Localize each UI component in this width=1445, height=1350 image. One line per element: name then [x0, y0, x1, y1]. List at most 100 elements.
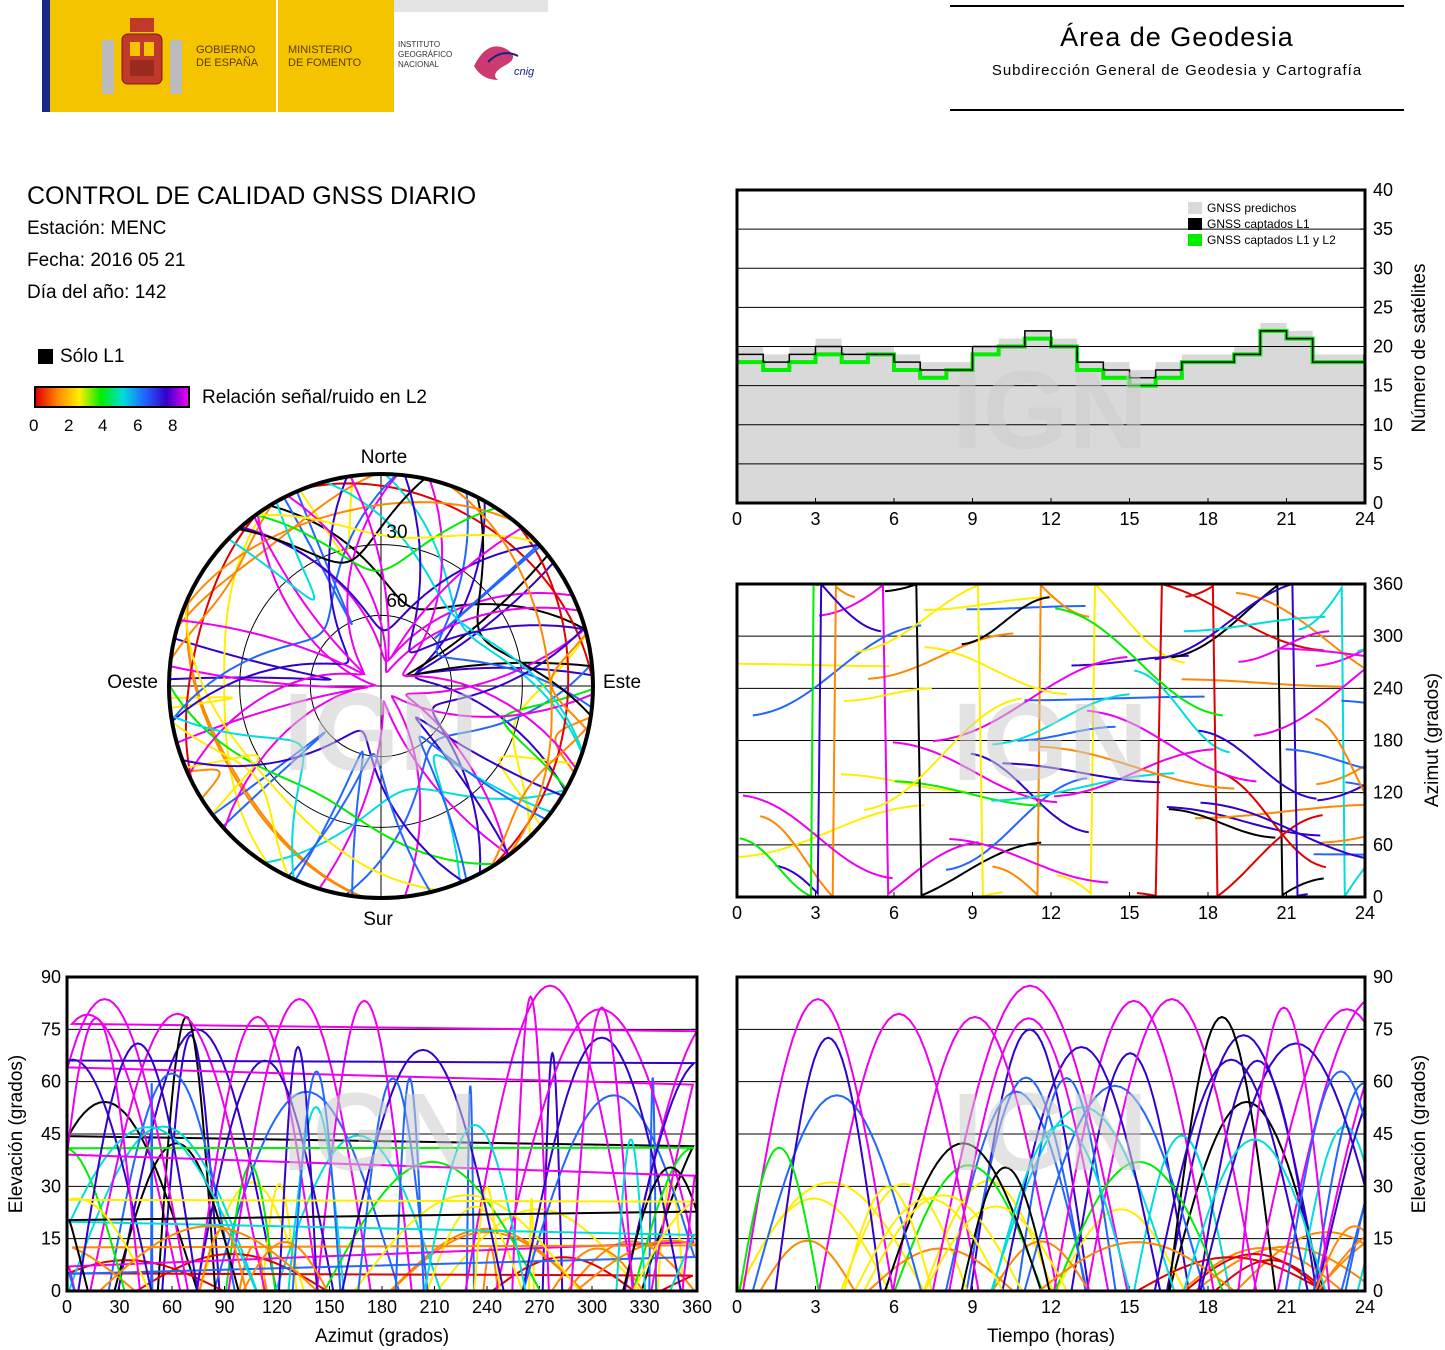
et-track [1252, 1008, 1365, 1291]
report-title: CONTROL DE CALIDAD GNSS DIARIO [27, 182, 477, 210]
sky-track [170, 714, 305, 880]
ea-track [473, 1185, 501, 1291]
station-label: Estación: MENC [27, 218, 167, 239]
plot-border [65, 975, 699, 1293]
x-tick-label: 18 [1198, 903, 1218, 923]
azimuth-time-chart: 0 60 120 180 240 300 360 0 3 6 9 12 15 18 21 24 IGN Azimu… [732, 574, 1443, 923]
et-track [884, 1142, 1043, 1291]
ea-track [198, 1181, 305, 1291]
et-track [1235, 1231, 1365, 1291]
sky-track [182, 729, 464, 883]
ea-track [353, 1194, 581, 1291]
az-track [1154, 584, 1308, 897]
x-tick-label: 21 [1276, 903, 1296, 923]
az-track [1315, 648, 1365, 667]
x-tick-label: 6 [889, 509, 899, 529]
ea-track [68, 1126, 696, 1291]
x-tick-label: 3 [810, 1297, 820, 1317]
et-track [863, 1194, 1023, 1291]
az-track [949, 838, 1109, 884]
sky-track [414, 716, 563, 856]
az-track [1086, 709, 1257, 783]
institution-logos: GOBIERNO DE ESPAÑA MINISTERIO DE FOMENTO I… [42, 0, 548, 112]
ea-track [291, 1070, 342, 1291]
az-track [1056, 584, 1185, 896]
ea-track [315, 999, 413, 1291]
snr-tick-4: 4 [98, 416, 108, 435]
az-track [1038, 745, 1235, 790]
et-track [1054, 1160, 1224, 1291]
et-track [853, 1197, 1004, 1291]
et-track [759, 1239, 856, 1291]
x-tick-label: 180 [367, 1297, 397, 1317]
et-track [843, 1185, 933, 1291]
x-tick-label: 15 [1119, 903, 1139, 923]
az-track [1314, 717, 1365, 796]
snr-tick-0: 0 [29, 416, 39, 435]
y-tick-label: 60 [1373, 1072, 1393, 1092]
y-tick-label: 45 [41, 1124, 61, 1144]
az-track [932, 656, 1128, 743]
az-track [759, 584, 856, 897]
sky-track [179, 515, 366, 676]
ea-track [482, 1246, 499, 1291]
az-track [1017, 725, 1116, 742]
y-tick-label: 75 [1373, 1019, 1393, 1039]
ea-track [528, 1198, 535, 1291]
y-tick-label: 10 [1373, 415, 1393, 435]
az-track [752, 624, 922, 717]
az-track [1183, 615, 1326, 633]
y-tick-label: 90 [1373, 967, 1393, 987]
az-track [1194, 803, 1365, 820]
x-tick-label: 6 [889, 903, 899, 923]
legend-label: GNSS captados L1 [1207, 217, 1310, 231]
skyplot-chart: IGN 30 60 Norte Sur Oeste Este [107, 447, 641, 930]
et-track [737, 1197, 890, 1291]
ea-track [394, 1076, 425, 1291]
et-track [1133, 1134, 1231, 1291]
y-tick-label: 40 [1373, 180, 1393, 200]
sky-track [349, 475, 523, 661]
sky-track [240, 526, 540, 632]
ea-ylabel: Elevación (grados) [6, 1055, 27, 1213]
cnig-text: cnig [514, 66, 535, 78]
ea-track [67, 1259, 694, 1291]
ministerio-logo-block: MINISTERIO DE FOMENTO [278, 0, 394, 112]
y-tick-label: 120 [1373, 783, 1403, 803]
et-track [840, 1182, 969, 1291]
sky-track [435, 491, 593, 709]
y-tick-label: 360 [1373, 574, 1403, 594]
ign-watermark: IGN [952, 349, 1148, 472]
snr-tick-2: 2 [64, 416, 74, 435]
sky-track [238, 477, 426, 564]
az-track [1002, 762, 1161, 784]
sky-track [324, 480, 584, 753]
y-tick-label: 60 [41, 1072, 61, 1092]
sky-track [318, 699, 510, 890]
south-label: Sur [363, 909, 393, 930]
ign-watermark: IGN [283, 671, 479, 794]
et-track [1317, 1235, 1365, 1291]
ea-track [511, 995, 550, 1291]
l1-only-label: Sólo L1 [60, 346, 125, 367]
x-tick-label: 15 [1119, 509, 1139, 529]
sky-track [176, 474, 377, 629]
x-tick-label: 300 [577, 1297, 607, 1317]
et-track [944, 1090, 1088, 1291]
y-tick-label: 60 [1373, 835, 1393, 855]
az-track [923, 596, 1053, 612]
ea-track [521, 1036, 682, 1291]
az-track [924, 646, 1068, 696]
x-tick-label: 6 [889, 1297, 899, 1317]
x-tick-label: 9 [967, 509, 977, 529]
et-track [969, 1028, 1090, 1291]
gobierno-logo-block: GOBIERNO DE ESPAÑA [66, 0, 276, 112]
x-tick-label: 330 [629, 1297, 659, 1317]
az-track [1168, 808, 1276, 839]
az-track [739, 584, 819, 897]
sky-track [512, 633, 588, 838]
y-tick-label: 180 [1373, 731, 1403, 751]
sky-track [171, 476, 350, 723]
et-track [1356, 1257, 1365, 1291]
et-track [742, 998, 894, 1291]
